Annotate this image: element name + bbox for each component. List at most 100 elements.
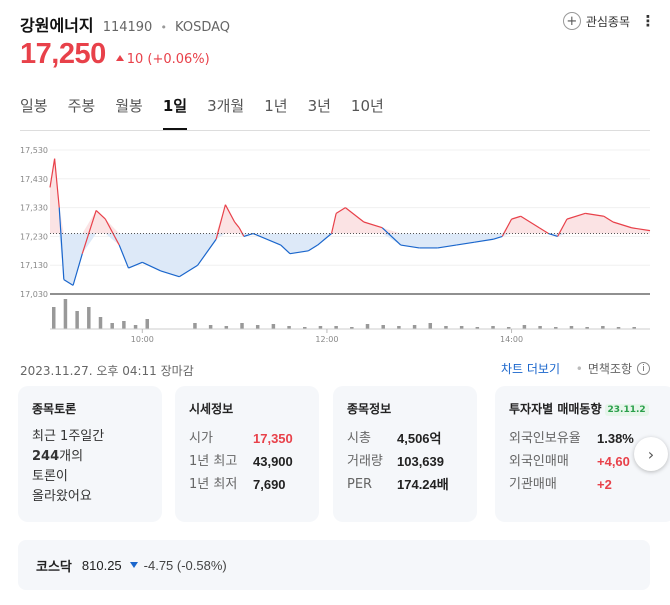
card-title: 종목정보 <box>347 402 392 416</box>
volume-bar <box>110 323 114 329</box>
period-tabs: 일봉 주봉 월봉 1일 3개월 1년 3년 10년 <box>20 92 404 132</box>
per-value: 174.24배 <box>397 477 449 492</box>
y-tick-label: 17,530 <box>20 146 48 155</box>
volume-bar <box>506 327 511 329</box>
intraday-chart[interactable]: 17,530 17,430 17,330 17,230 17,130 17,030 10:0… <box>0 138 670 348</box>
volume-label: 거래량 <box>347 454 383 469</box>
volume-bar <box>87 307 91 329</box>
disclaimer-link[interactable]: • 면책조항 i <box>576 360 650 377</box>
price-line-segment <box>238 227 245 237</box>
watchlist-label: 관심종목 <box>585 14 630 29</box>
volume-bar <box>601 326 605 329</box>
next-card-button[interactable]: › <box>634 437 668 471</box>
volume-bar <box>271 324 276 329</box>
down-arrow-icon <box>129 562 138 568</box>
volume-bar <box>491 326 495 329</box>
down-area <box>50 233 650 286</box>
discussion-line: 토론이 <box>32 469 68 484</box>
price-change: 10 (+0.06%) <box>115 52 210 67</box>
institution-trade-value: +2 <box>597 477 612 492</box>
volume-bar <box>122 321 126 329</box>
tabs-divider <box>20 130 650 131</box>
price-line-segment <box>400 244 420 249</box>
volume-bar <box>52 307 56 329</box>
price-line-segment <box>317 233 332 246</box>
volume-bar <box>475 327 480 329</box>
index-value: 810.25 <box>81 557 122 573</box>
price-line-segment <box>289 250 309 255</box>
open-row: 시가 17,350 <box>189 427 305 450</box>
tab-6[interactable]: 3년 <box>307 97 331 115</box>
foreign-trade-value: +4,60 <box>597 454 630 469</box>
volume-bar <box>287 326 291 329</box>
price-line-segment <box>280 244 291 255</box>
investor-trend-card[interactable]: 투자자별 매매동향 23.11.2 외국인보유율 1.38% 외국인매매 +4,60 … <box>495 386 670 522</box>
volume-bar <box>350 327 354 329</box>
price-line-segment <box>252 232 281 246</box>
stock-name: 강원에너지 <box>20 16 94 35</box>
volume-bar <box>98 317 103 329</box>
price-line-segment <box>345 207 365 223</box>
volume-bar <box>365 324 370 329</box>
volume-bar <box>240 323 244 329</box>
discussion-line: 올라왔어요 <box>32 489 92 504</box>
market-timestamp: 2023.11.27. 오후 04:11 장마감 <box>20 364 194 378</box>
price-line-segment <box>566 212 586 220</box>
x-tick-label: 10:00 <box>131 335 154 344</box>
x-tick-label: 12:00 <box>315 335 338 344</box>
chart-more-link[interactable]: 차트 더보기 <box>500 362 560 376</box>
price-line-segment <box>224 204 236 223</box>
market-cap-row: 시총 4,506억 <box>347 427 463 450</box>
volume-bar <box>224 326 229 329</box>
disclaimer-label: 면책조항 <box>587 362 632 376</box>
volume-bar <box>538 326 542 329</box>
current-price: 17,250 <box>20 38 106 70</box>
plus-icon: + <box>562 12 581 30</box>
market-cap-label: 시총 <box>347 431 371 446</box>
separator-dot: • <box>575 361 583 376</box>
change-percent: (+0.06%) <box>147 52 210 67</box>
per-label: PER <box>347 477 373 492</box>
tab-3[interactable]: 1일 <box>162 92 188 130</box>
price-line-segment <box>330 213 337 234</box>
foreign-trade-row: 외국인매매 +4,60 <box>509 450 661 473</box>
volume-bar <box>193 323 197 329</box>
market-cap-value: 4,506억 <box>397 431 442 446</box>
year-low-value: 7,690 <box>253 477 286 492</box>
tab-5[interactable]: 1년 <box>264 97 288 115</box>
volume-bar <box>381 325 385 329</box>
price-line-segment <box>474 238 494 243</box>
institution-trade-label: 기관매매 <box>509 477 557 492</box>
foreign-trade-label: 외국인매매 <box>509 454 569 469</box>
discussion-card[interactable]: 종목토론 최근 1주일간 244개의 토론이 올라왔어요 <box>18 386 162 522</box>
volume-bar <box>397 326 401 329</box>
tab-7[interactable]: 10년 <box>350 97 384 115</box>
volume-bar <box>554 327 558 329</box>
company-info-card[interactable]: 종목정보 시총 4,506억 거래량 103,639 PER 174.24배 <box>333 386 477 522</box>
tab-1[interactable]: 주봉 <box>67 97 96 115</box>
more-options-icon[interactable]: ⋮ <box>640 12 656 30</box>
date-badge: 23.11.2 <box>604 404 649 416</box>
volume-bar <box>255 325 260 329</box>
year-low-row: 1년 최저 7,690 <box>189 473 305 496</box>
tab-4[interactable]: 3개월 <box>207 97 245 115</box>
price-line-segment <box>456 241 475 246</box>
quote-card[interactable]: 시세정보 시가 17,350 1년 최고 43,900 1년 최저 7,690 <box>175 386 319 522</box>
market-index-bar[interactable]: 코스닥 810.25 -4.75 (-0.58%) <box>18 540 650 590</box>
price-line-segment <box>128 261 143 269</box>
volume-bar <box>632 327 636 329</box>
discussion-text: 최근 1주일간 244개의 토론이 올라왔어요 <box>32 427 148 507</box>
card-title: 종목토론 <box>32 402 77 416</box>
separator-dot: • <box>160 21 167 34</box>
volume-bar <box>569 326 574 329</box>
info-icon: i <box>637 362 650 375</box>
add-watchlist-button[interactable]: + 관심종목 <box>562 12 630 30</box>
volume-bar <box>208 325 213 329</box>
volume-bar <box>75 311 79 329</box>
volume-value: 103,639 <box>397 454 444 469</box>
tab-2[interactable]: 월봉 <box>115 97 143 115</box>
price-line-segment <box>63 279 74 286</box>
price-line-segment <box>54 158 60 208</box>
chart-footer: 2023.11.27. 오후 04:11 장마감 차트 더보기 • 면책조항 i <box>20 360 650 378</box>
tab-0[interactable]: 일봉 <box>20 97 48 115</box>
